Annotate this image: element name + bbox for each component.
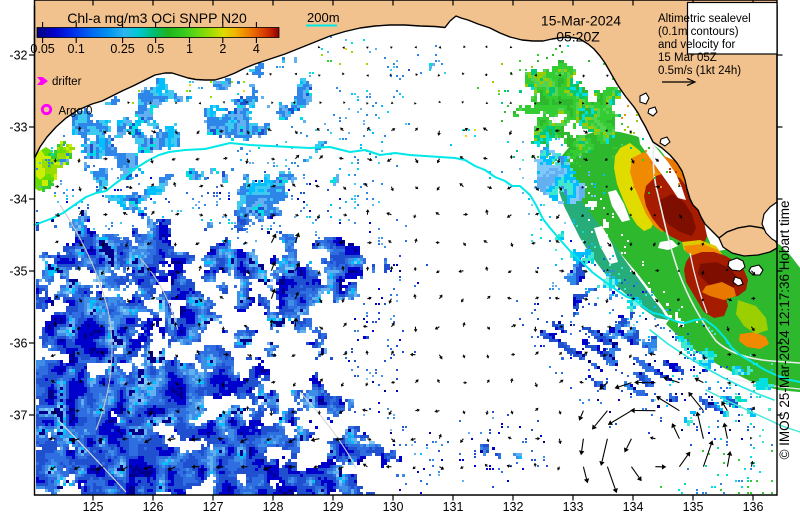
svg-text:-34: -34 [9,193,27,207]
svg-text:126: 126 [143,500,164,514]
svg-text:0.25: 0.25 [110,42,134,56]
svg-text:128: 128 [263,500,284,514]
svg-text:0.05: 0.05 [30,42,54,56]
svg-text:Argo 0: Argo 0 [59,106,93,118]
svg-text:1: 1 [186,42,193,56]
svg-text:136: 136 [743,500,764,514]
svg-text:and velocity for: and velocity for [658,39,736,51]
svg-text:135: 135 [683,500,704,514]
svg-text:-36: -36 [9,337,27,351]
svg-text:-32: -32 [9,49,27,63]
svg-text:Altimetric sealevel: Altimetric sealevel [658,13,751,25]
svg-text:-33: -33 [9,121,27,135]
svg-text:Chl-a mg/m3 OCi SNPP N20: Chl-a mg/m3 OCi SNPP N20 [67,10,247,26]
svg-text:05:20Z: 05:20Z [556,29,600,45]
svg-text:130: 130 [383,500,404,514]
svg-text:125: 125 [83,500,104,514]
svg-text:132: 132 [503,500,524,514]
svg-text:129: 129 [323,500,344,514]
svg-text:200m: 200m [307,10,340,25]
svg-text:© IMOS 25-Mar-2024 12:17:36 Ho: © IMOS 25-Mar-2024 12:17:36 Hobart time [777,200,792,459]
svg-text:-37: -37 [9,409,27,423]
svg-text:134: 134 [623,500,644,514]
svg-text:4: 4 [253,42,260,56]
svg-text:133: 133 [563,500,584,514]
svg-text:15-Mar-2024: 15-Mar-2024 [541,13,621,29]
svg-text:2: 2 [219,42,226,56]
svg-text:drifter: drifter [52,76,82,88]
svg-text:-35: -35 [9,265,27,279]
svg-text:0.1: 0.1 [68,42,85,56]
svg-text:15 Mar 05Z: 15 Mar 05Z [658,52,717,64]
svg-text:127: 127 [203,500,224,514]
svg-text:0.5m/s (1kt 24h): 0.5m/s (1kt 24h) [658,65,741,77]
svg-text:131: 131 [443,500,464,514]
svg-text:(0.1m contours): (0.1m contours) [658,26,739,38]
svg-text:0.5: 0.5 [147,42,164,56]
